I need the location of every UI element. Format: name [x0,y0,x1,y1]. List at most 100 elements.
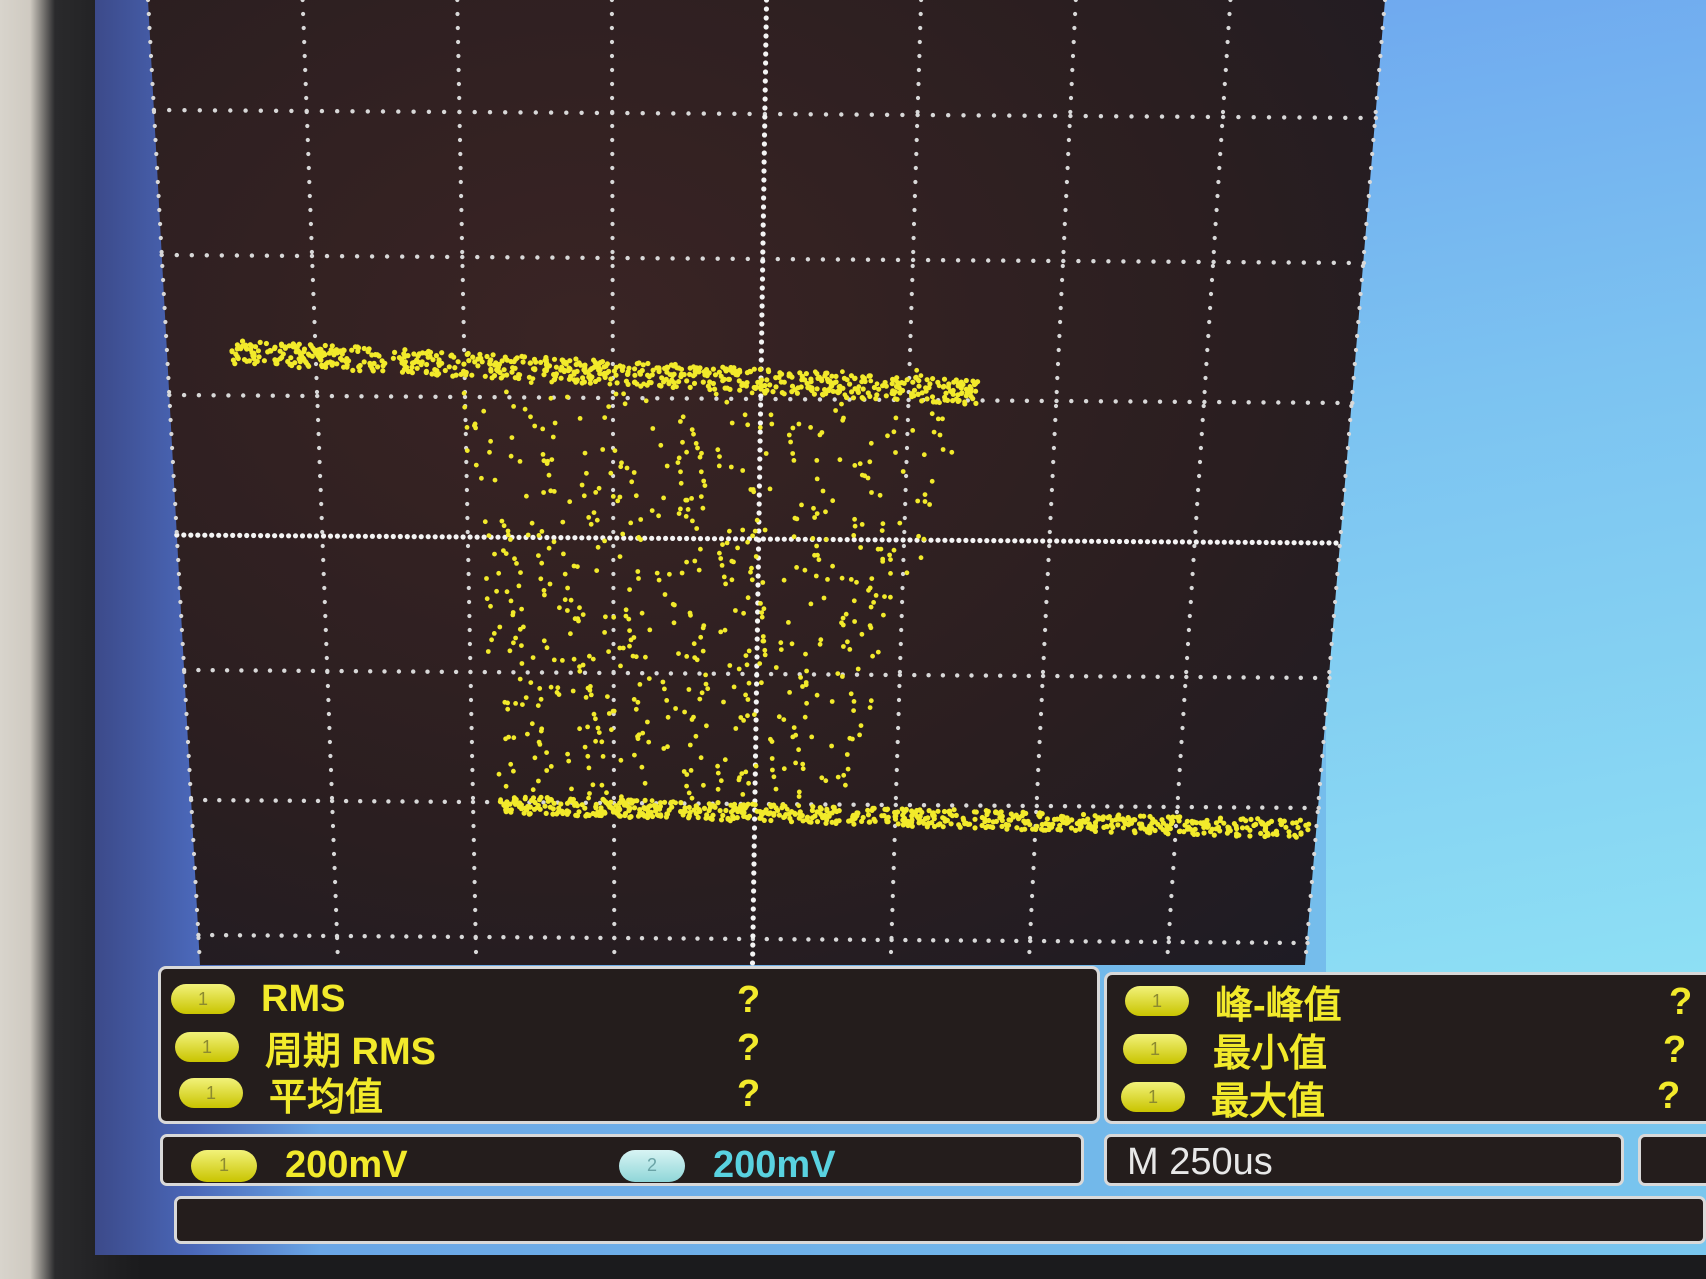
trace-dot [624,465,630,471]
trace-dot [437,361,443,367]
trace-dot [492,477,498,483]
grid-dot [1231,400,1237,405]
grid-dot [610,403,616,409]
grid-dot [763,24,769,30]
timebase-box[interactable]: M 250us [1104,1134,1624,1186]
grid-dot [1151,259,1156,264]
trace-dot [361,345,367,352]
trace-dot [798,675,803,680]
ch2-scale[interactable]: 2 200mV [619,1144,836,1187]
trace-dot [341,364,347,370]
grid-dot [756,537,762,543]
grid-dot [751,870,757,876]
grid-dot [376,934,381,939]
trace-dot [812,515,817,520]
grid-dot [752,771,758,777]
measurement-row[interactable]: 1 平均值 [179,1069,383,1119]
grid-dot [901,543,907,549]
grid-dot [751,834,758,840]
grid-dot [1032,851,1037,857]
grid-dot [329,798,335,804]
trace-dot [642,780,648,786]
trace-dot [733,726,739,731]
grid-dot [155,179,160,185]
grid-dot [169,431,174,437]
grid-dot [700,256,705,261]
trace-dot [956,397,962,404]
channel-badge: 1 [1125,986,1189,1016]
trace-dot [558,375,564,381]
trace-dot [512,801,519,807]
trace-dot [512,375,518,381]
grid-dot [611,641,616,647]
trace-dot [888,557,893,562]
trace-dot [851,699,857,704]
trace-dot [715,770,721,776]
trace-dot [963,377,969,384]
trace-dot [590,782,596,788]
graticule-area [148,0,1385,965]
grid-dot [170,459,175,465]
trace-dot [1060,819,1066,826]
trace-dot [739,809,745,816]
trace-dot [519,643,524,648]
trace-dot [955,381,962,387]
trace-dot [505,532,511,538]
trace-dot [800,684,805,689]
grid-dot [986,938,991,943]
grid-dot [442,799,447,804]
grid-dot [612,865,617,871]
trace-dot [580,375,586,381]
measurement-row[interactable]: 1 周期 RMS [175,1023,436,1073]
trace-dot [762,527,768,533]
trace-dot [722,385,728,391]
trace-dot [451,354,457,360]
trace-dot [731,801,738,807]
trigger-box[interactable] [1638,1134,1706,1186]
grid-dot [625,255,630,261]
grid-dot [211,393,216,398]
trace-dot [664,698,670,703]
trace-dot [496,771,502,777]
grid-dot [471,837,476,843]
grid-dot [775,256,780,262]
trace-dot [891,547,897,553]
trace-dot [794,516,800,522]
trace-dot [717,550,722,556]
grid-dot [191,851,197,857]
grid-dot [1208,291,1214,297]
trace-dot [282,345,288,351]
trace-dot [544,365,550,371]
trace-dot [950,398,956,404]
grid-dot [1121,259,1126,264]
grid-dot [1054,538,1060,544]
trace-dot [656,368,662,375]
grid-dot [1179,539,1185,545]
measurement-row[interactable]: 1 最小值 [1123,1025,1327,1075]
trace-dot [608,470,614,476]
ch1-scale[interactable]: 1 200mV [191,1144,408,1187]
measurement-row[interactable]: 1 最大值 [1121,1073,1325,1123]
grid-dot [348,933,354,939]
grid-dot [757,465,763,471]
trace-dot [701,805,708,812]
trace-dot [501,367,507,373]
trace-dot [544,795,550,801]
grid-dot [903,501,908,507]
measurement-row[interactable]: 1 RMS [171,975,345,1023]
grid-dot [1301,260,1307,265]
trace-dot [893,450,898,455]
grid-dot [757,411,764,417]
grid-dot [1356,319,1361,325]
trace-dot [628,520,634,526]
trace-dot [745,595,751,601]
trace-dot [682,709,687,715]
trace-dot [759,812,765,818]
grid-dot [428,799,433,804]
measurement-row[interactable]: 1 峰-峰值 [1125,977,1342,1027]
grid-dot [711,671,716,676]
grid-dot [1327,115,1333,120]
trace-dot [555,685,561,691]
grid-dot [467,613,472,619]
trace-dot [781,766,787,772]
